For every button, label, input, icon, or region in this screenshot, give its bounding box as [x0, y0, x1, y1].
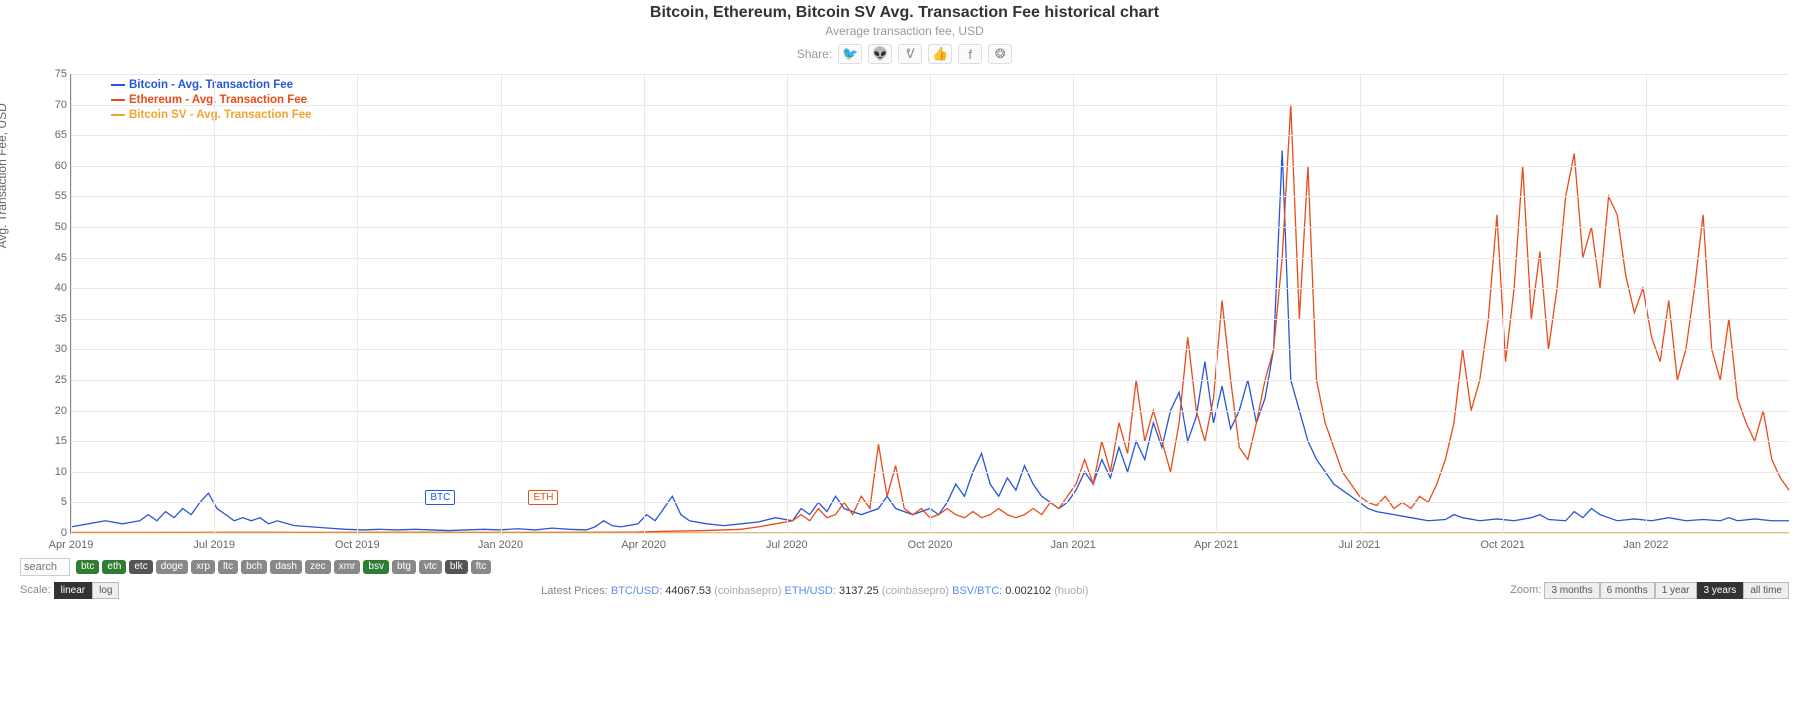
y-tick-label: 15	[43, 435, 67, 447]
coin-tag-xmr[interactable]: xmr	[334, 560, 361, 574]
price-item: BTC/USD: 44067.53 (coinbasepro)	[611, 585, 782, 597]
coin-tag-ltc[interactable]: ltc	[218, 560, 238, 574]
x-tick-label: Jul 2019	[193, 539, 235, 551]
x-tick-label: Apr 2019	[49, 539, 94, 551]
gridline-v	[214, 74, 215, 533]
y-tick-label: 35	[43, 313, 67, 325]
chart-area: Avg. Transaction Fee, USD Bitcoin - Avg.…	[40, 74, 1789, 554]
legend: Bitcoin - Avg. Transaction FeeEthereum -…	[111, 78, 312, 123]
coin-tag-doge[interactable]: doge	[156, 560, 188, 574]
coin-tag-eth[interactable]: eth	[102, 560, 126, 574]
footer-bar: Scale: linearlog Latest Prices: BTC/USD:…	[20, 582, 1789, 599]
like-icon[interactable]: 👍	[928, 44, 952, 64]
gridline-v	[1216, 74, 1217, 533]
y-tick-label: 0	[43, 527, 67, 539]
x-tick-label: Apr 2020	[621, 539, 666, 551]
gridline-v	[787, 74, 788, 533]
zoom-button[interactable]: 1 year	[1655, 582, 1697, 599]
coin-tag-zec[interactable]: zec	[305, 560, 331, 574]
gridline-v	[1360, 74, 1361, 533]
zoom-button[interactable]: 3 years	[1697, 582, 1744, 599]
zoom-button[interactable]: 3 months	[1544, 582, 1599, 599]
chart-title: Bitcoin, Ethereum, Bitcoin SV Avg. Trans…	[0, 0, 1809, 22]
y-tick-label: 55	[43, 190, 67, 202]
gridline-v	[71, 74, 72, 533]
y-tick-label: 75	[43, 68, 67, 80]
y-tick-label: 50	[43, 221, 67, 233]
gridline-v	[501, 74, 502, 533]
legend-label: Bitcoin - Avg. Transaction Fee	[129, 78, 293, 93]
share-label: Share:	[797, 47, 832, 61]
y-tick-label: 10	[43, 466, 67, 478]
y-axis-label: Avg. Transaction Fee, USD	[0, 103, 9, 248]
legend-item[interactable]: Bitcoin - Avg. Transaction Fee	[111, 78, 312, 93]
reddit-icon[interactable]: 👽	[868, 44, 892, 64]
series-flag[interactable]: ETH	[528, 490, 558, 505]
x-tick-label: Jan 2021	[1051, 539, 1096, 551]
y-tick-label: 70	[43, 99, 67, 111]
gridline-v	[930, 74, 931, 533]
twitter-icon[interactable]: 🐦	[838, 44, 862, 64]
chart-subtitle: Average transaction fee, USD	[0, 24, 1809, 38]
latest-prices-label: Latest Prices:	[541, 585, 608, 597]
coin-tag-bsv[interactable]: bsv	[363, 560, 389, 574]
gridline-v	[644, 74, 645, 533]
legend-swatch	[111, 114, 125, 116]
coin-tag-bch[interactable]: bch	[241, 560, 267, 574]
coin-tag-etc[interactable]: etc	[129, 560, 152, 574]
y-tick-label: 20	[43, 405, 67, 417]
share-row: Share: 🐦 👽 ᕓ 👍 f ❂	[0, 44, 1809, 64]
x-tick-label: Oct 2019	[335, 539, 380, 551]
y-tick-label: 65	[43, 129, 67, 141]
y-tick-label: 25	[43, 374, 67, 386]
zoom-label: Zoom:	[1510, 584, 1541, 596]
y-tick-label: 5	[43, 496, 67, 508]
facebook-icon[interactable]: f	[958, 44, 982, 64]
weibo-icon[interactable]: ❂	[988, 44, 1012, 64]
y-tick-label: 30	[43, 343, 67, 355]
latest-prices: Latest Prices: BTC/USD: 44067.53 (coinba…	[119, 585, 1510, 597]
price-item: ETH/USD: 3137.25 (coinbasepro)	[781, 585, 949, 597]
coin-tag-dash[interactable]: dash	[270, 560, 302, 574]
y-tick-label: 40	[43, 282, 67, 294]
coin-filter-bar: btc eth etc doge xrp ltc bch dash zec xm…	[20, 558, 1789, 576]
search-input[interactable]	[20, 558, 70, 576]
coin-tag-xrp[interactable]: xrp	[191, 560, 215, 574]
series-flag[interactable]: BTC	[425, 490, 455, 505]
legend-swatch	[111, 84, 125, 86]
legend-item[interactable]: Ethereum - Avg. Transaction Fee	[111, 93, 312, 108]
coin-tag-blk[interactable]: blk	[445, 560, 468, 574]
gridline-v	[357, 74, 358, 533]
legend-swatch	[111, 99, 125, 101]
y-tick-label: 60	[43, 160, 67, 172]
coin-tag-vtc[interactable]: vtc	[419, 560, 442, 574]
gridline-h	[71, 533, 1789, 534]
coin-tag-btc[interactable]: btc	[76, 560, 99, 574]
x-tick-label: Jan 2022	[1623, 539, 1668, 551]
coin-tag-ftc[interactable]: ftc	[471, 560, 492, 574]
x-tick-label: Apr 2021	[1194, 539, 1239, 551]
scale-label: Scale:	[20, 584, 51, 596]
vk-icon[interactable]: ᕓ	[898, 44, 922, 64]
zoom-button[interactable]: 6 months	[1600, 582, 1655, 599]
x-tick-label: Oct 2020	[908, 539, 953, 551]
price-item: BSV/BTC: 0.002102 (huobi)	[949, 585, 1088, 597]
gridline-v	[1646, 74, 1647, 533]
gridline-v	[1073, 74, 1074, 533]
gridline-v	[1503, 74, 1504, 533]
zoom-button[interactable]: all time	[1743, 582, 1789, 599]
x-tick-label: Jul 2021	[1339, 539, 1381, 551]
plot-region[interactable]: Bitcoin - Avg. Transaction FeeEthereum -…	[70, 74, 1789, 534]
legend-label: Bitcoin SV - Avg. Transaction Fee	[129, 108, 312, 123]
legend-item[interactable]: Bitcoin SV - Avg. Transaction Fee	[111, 108, 312, 123]
coin-tag-btg[interactable]: btg	[392, 560, 416, 574]
y-tick-label: 45	[43, 252, 67, 264]
x-tick-label: Jul 2020	[766, 539, 808, 551]
x-tick-label: Jan 2020	[478, 539, 523, 551]
scale-linear-button[interactable]: linear	[54, 582, 92, 599]
x-tick-label: Oct 2021	[1480, 539, 1525, 551]
scale-log-button[interactable]: log	[92, 582, 119, 599]
legend-label: Ethereum - Avg. Transaction Fee	[129, 93, 307, 108]
